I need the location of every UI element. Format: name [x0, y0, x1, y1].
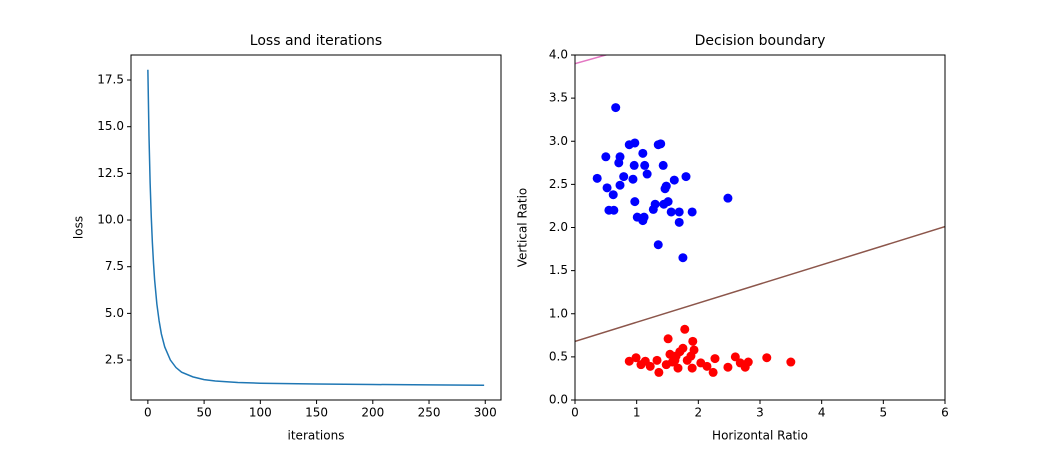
point [640, 160, 650, 170]
axes-frame [130, 54, 502, 401]
point [628, 174, 638, 184]
x-tick-label: 100 [249, 406, 272, 420]
point [723, 193, 733, 203]
y-tick-label: 15.0 [97, 119, 124, 133]
point [688, 336, 698, 346]
point [624, 356, 634, 366]
x-tick-label: 150 [305, 406, 328, 420]
x-tick-label: 5 [880, 406, 888, 420]
y-tick-label: 3.5 [549, 91, 568, 105]
point [786, 357, 796, 367]
point [674, 217, 684, 227]
point [654, 367, 664, 377]
point [619, 172, 629, 182]
plot-area [147, 69, 485, 387]
y-tick-label: 10.0 [97, 213, 124, 227]
axes-frame [574, 54, 946, 401]
point [678, 253, 688, 263]
y-axis-label: Vertical Ratio [516, 188, 530, 268]
x-tick-label: 1 [633, 406, 641, 420]
chart-title: Loss and iterations [250, 33, 382, 49]
point [658, 160, 668, 170]
point [689, 345, 699, 355]
point [592, 173, 602, 183]
point [702, 361, 712, 371]
point [615, 180, 625, 190]
x-axis-label: Horizontal Ratio [712, 429, 808, 443]
y-tick-label: 1.5 [549, 263, 568, 277]
point [669, 175, 679, 185]
x-tick-label: 250 [418, 406, 441, 420]
point [678, 343, 688, 353]
point [642, 169, 652, 179]
x-tick-label: 0 [571, 406, 579, 420]
point [743, 357, 753, 367]
point [666, 207, 676, 217]
point [762, 353, 772, 363]
y-tick-label: 7.5 [105, 259, 124, 273]
point [671, 351, 681, 361]
y-tick-label: 2.0 [549, 220, 568, 234]
x-tick-label: 50 [196, 406, 211, 420]
point [645, 361, 655, 371]
point [708, 367, 718, 377]
point [681, 172, 691, 182]
point [601, 152, 611, 162]
x-tick-label: 300 [474, 406, 497, 420]
point [648, 204, 658, 214]
point [730, 352, 740, 362]
point [611, 103, 621, 113]
point [629, 160, 639, 170]
y-tick-label: 0.0 [549, 393, 568, 407]
y-tick-label: 12.5 [97, 166, 124, 180]
point [630, 138, 640, 148]
x-tick-label: 6 [941, 406, 949, 420]
point [687, 363, 697, 373]
point [663, 334, 673, 344]
y-tick-label: 0.5 [549, 349, 568, 363]
x-axis-label: iterations [288, 429, 345, 443]
chart-title: Decision boundary [695, 33, 826, 49]
plot-area [575, 55, 945, 377]
point [631, 353, 641, 363]
x-tick-label: 2 [695, 406, 703, 420]
point [680, 324, 690, 334]
y-tick-label: 5.0 [105, 306, 124, 320]
point [638, 148, 648, 158]
point [602, 183, 612, 193]
point [614, 158, 624, 168]
point [687, 207, 697, 217]
x-tick-label: 3 [756, 406, 764, 420]
point [656, 139, 666, 149]
point [723, 362, 733, 372]
boundary-line [575, 225, 945, 343]
x-tick-label: 0 [144, 406, 152, 420]
point [673, 363, 683, 373]
point [639, 212, 649, 222]
y-tick-label: 1.0 [549, 306, 568, 320]
point [710, 354, 720, 364]
point [608, 190, 618, 200]
y-tick-label: 17.5 [97, 73, 124, 87]
point [674, 207, 684, 217]
x-tick-label: 4 [818, 406, 826, 420]
loss-line [147, 69, 485, 387]
point [609, 205, 619, 215]
y-tick-label: 4.0 [549, 48, 568, 62]
point [630, 197, 640, 207]
point [652, 355, 662, 365]
y-tick-label: 2.5 [105, 353, 124, 367]
point [659, 199, 669, 209]
x-tick-label: 200 [361, 406, 384, 420]
point [653, 240, 663, 250]
y-axis-label: loss [72, 216, 86, 239]
y-tick-label: 2.5 [549, 177, 568, 191]
boundary-line [575, 55, 609, 65]
point [660, 184, 670, 194]
y-tick-label: 3.0 [549, 134, 568, 148]
